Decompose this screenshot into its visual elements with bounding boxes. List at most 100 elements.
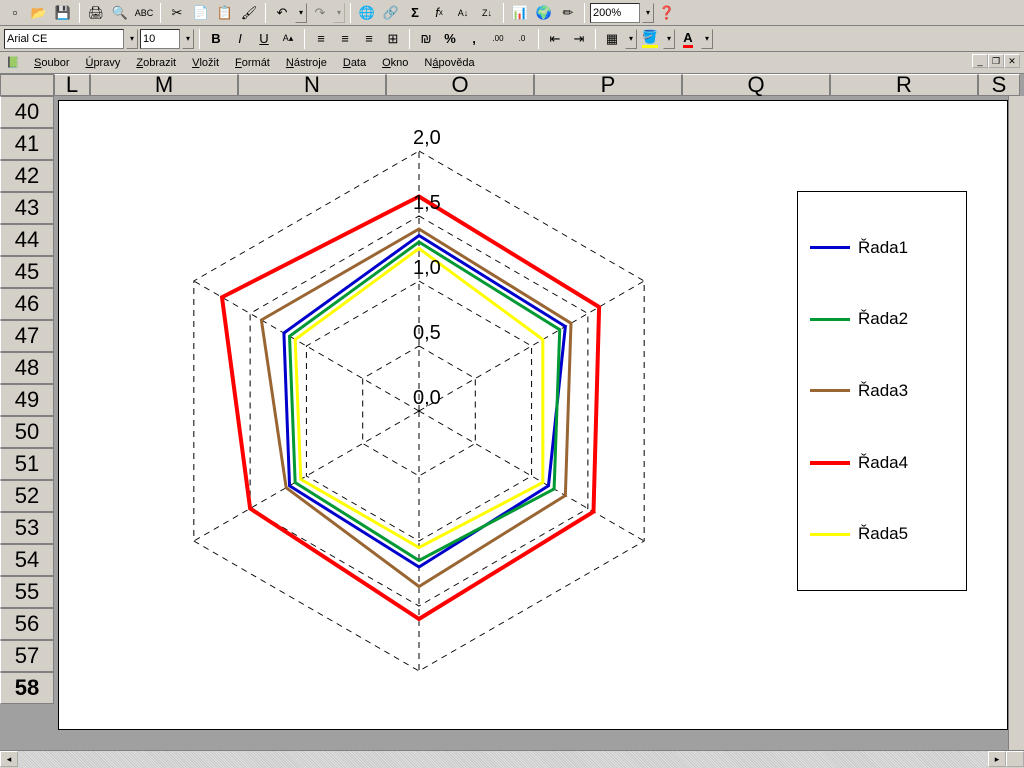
row-header[interactable]: 57 bbox=[0, 640, 54, 672]
horizontal-scrollbar[interactable]: ◂ ▸ bbox=[0, 750, 1024, 768]
menu-úpravy[interactable]: Úpravy bbox=[77, 55, 128, 71]
menu-soubor[interactable]: Soubor bbox=[26, 55, 77, 71]
fontcolor-dropdown[interactable]: ▾ bbox=[701, 29, 713, 49]
column-header[interactable]: N bbox=[238, 74, 386, 96]
legend-item[interactable]: Řada1 bbox=[810, 238, 954, 258]
new-icon[interactable]: ▫ bbox=[4, 2, 26, 24]
scroll-track[interactable] bbox=[18, 751, 988, 768]
save-icon[interactable]: 💾 bbox=[52, 2, 74, 24]
menu-data[interactable]: Data bbox=[335, 55, 374, 71]
row-header[interactable]: 47 bbox=[0, 320, 54, 352]
menu-zobrazit[interactable]: Zobrazit bbox=[128, 55, 184, 71]
select-all-corner[interactable] bbox=[0, 74, 54, 96]
undo-icon[interactable]: ↶ bbox=[271, 2, 293, 24]
increase-indent-icon[interactable]: ⇥ bbox=[568, 28, 590, 50]
menu-vložit[interactable]: Vložit bbox=[184, 55, 227, 71]
zoom-select[interactable] bbox=[590, 3, 640, 23]
italic-icon[interactable]: I bbox=[229, 28, 251, 50]
spellcheck-icon[interactable]: ABC bbox=[133, 2, 155, 24]
legend-item[interactable]: Řada4 bbox=[810, 453, 954, 473]
row-header[interactable]: 48 bbox=[0, 352, 54, 384]
font-select[interactable] bbox=[4, 29, 124, 49]
legend-item[interactable]: Řada3 bbox=[810, 381, 954, 401]
align-center-icon[interactable]: ≡ bbox=[334, 28, 356, 50]
undo-dropdown[interactable]: ▾ bbox=[295, 3, 307, 23]
column-header[interactable]: P bbox=[534, 74, 682, 96]
redo-dropdown[interactable]: ▾ bbox=[333, 3, 345, 23]
row-header[interactable]: 52 bbox=[0, 480, 54, 512]
font-grow-icon[interactable]: A▴ bbox=[277, 28, 299, 50]
currency-icon[interactable]: ₪ bbox=[415, 28, 437, 50]
menu-nástroje[interactable]: Nástroje bbox=[278, 55, 335, 71]
zoom-dropdown[interactable]: ▾ bbox=[642, 3, 654, 23]
scroll-left-button[interactable]: ◂ bbox=[0, 751, 18, 767]
menu-formát[interactable]: Formát bbox=[227, 55, 278, 71]
row-header[interactable]: 56 bbox=[0, 608, 54, 640]
copy-icon[interactable]: 📄 bbox=[190, 2, 212, 24]
row-header[interactable]: 58 bbox=[0, 672, 54, 704]
increase-decimal-icon[interactable]: .00 bbox=[487, 28, 509, 50]
size-dropdown[interactable]: ▾ bbox=[182, 29, 194, 49]
open-icon[interactable]: 📂 bbox=[28, 2, 50, 24]
web-toolbar-icon[interactable]: 🔗 bbox=[380, 2, 402, 24]
preview-icon[interactable]: 🔍 bbox=[109, 2, 131, 24]
font-color-icon[interactable]: A bbox=[677, 28, 699, 50]
autosum-icon[interactable]: Σ bbox=[404, 2, 426, 24]
merge-icon[interactable]: ⊞ bbox=[382, 28, 404, 50]
help-icon[interactable]: ❓ bbox=[656, 2, 678, 24]
percent-icon[interactable]: % bbox=[439, 28, 461, 50]
fill-dropdown[interactable]: ▾ bbox=[663, 29, 675, 49]
row-header[interactable]: 54 bbox=[0, 544, 54, 576]
row-header[interactable]: 40 bbox=[0, 96, 54, 128]
redo-icon[interactable]: ↷ bbox=[309, 2, 331, 24]
row-header[interactable]: 44 bbox=[0, 224, 54, 256]
hyperlink-icon[interactable]: 🌐 bbox=[356, 2, 378, 24]
vertical-scrollbar[interactable] bbox=[1008, 96, 1024, 750]
borders-dropdown[interactable]: ▾ bbox=[625, 29, 637, 49]
menu-nápověda[interactable]: Nápověda bbox=[416, 55, 482, 71]
bold-icon[interactable]: B bbox=[205, 28, 227, 50]
format-painter-icon[interactable]: 🖌 bbox=[238, 2, 260, 24]
comma-icon[interactable]: , bbox=[463, 28, 485, 50]
minimize-button[interactable]: _ bbox=[972, 54, 988, 68]
row-header[interactable]: 53 bbox=[0, 512, 54, 544]
fill-color-icon[interactable]: 🪣 bbox=[639, 28, 661, 50]
row-header[interactable]: 45 bbox=[0, 256, 54, 288]
decrease-indent-icon[interactable]: ⇤ bbox=[544, 28, 566, 50]
menu-okno[interactable]: Okno bbox=[374, 55, 416, 71]
row-header[interactable]: 51 bbox=[0, 448, 54, 480]
row-header[interactable]: 49 bbox=[0, 384, 54, 416]
row-header[interactable]: 55 bbox=[0, 576, 54, 608]
font-dropdown[interactable]: ▾ bbox=[126, 29, 138, 49]
drawing-icon[interactable]: ✏ bbox=[557, 2, 579, 24]
restore-button[interactable]: ❐ bbox=[988, 54, 1004, 68]
column-header[interactable]: M bbox=[90, 74, 238, 96]
sort-desc-icon[interactable]: Z↓ bbox=[476, 2, 498, 24]
row-header[interactable]: 41 bbox=[0, 128, 54, 160]
app-icon[interactable]: 📗 bbox=[4, 55, 22, 71]
function-icon[interactable]: fx bbox=[428, 2, 450, 24]
borders-icon[interactable]: ▦ bbox=[601, 28, 623, 50]
scroll-right-button[interactable]: ▸ bbox=[988, 751, 1006, 767]
radar-chart[interactable]: 0,00,51,01,52,0 Řada1Řada2Řada3Řada4Řada… bbox=[58, 100, 1008, 730]
underline-icon[interactable]: U bbox=[253, 28, 275, 50]
row-header[interactable]: 46 bbox=[0, 288, 54, 320]
column-header[interactable]: Q bbox=[682, 74, 830, 96]
row-header[interactable]: 42 bbox=[0, 160, 54, 192]
row-header[interactable]: 50 bbox=[0, 416, 54, 448]
cut-icon[interactable]: ✂ bbox=[166, 2, 188, 24]
print-icon[interactable]: 🖨 bbox=[85, 2, 107, 24]
font-size-select[interactable] bbox=[140, 29, 180, 49]
column-header[interactable]: L bbox=[54, 74, 90, 96]
column-header[interactable]: O bbox=[386, 74, 534, 96]
row-header[interactable]: 43 bbox=[0, 192, 54, 224]
align-left-icon[interactable]: ≡ bbox=[310, 28, 332, 50]
chart-icon[interactable]: 📊 bbox=[509, 2, 531, 24]
legend-item[interactable]: Řada2 bbox=[810, 309, 954, 329]
paste-icon[interactable]: 📋 bbox=[214, 2, 236, 24]
sort-asc-icon[interactable]: A↓ bbox=[452, 2, 474, 24]
column-header[interactable]: R bbox=[830, 74, 978, 96]
map-icon[interactable]: 🌍 bbox=[533, 2, 555, 24]
close-button[interactable]: ✕ bbox=[1004, 54, 1020, 68]
legend-item[interactable]: Řada5 bbox=[810, 524, 954, 544]
